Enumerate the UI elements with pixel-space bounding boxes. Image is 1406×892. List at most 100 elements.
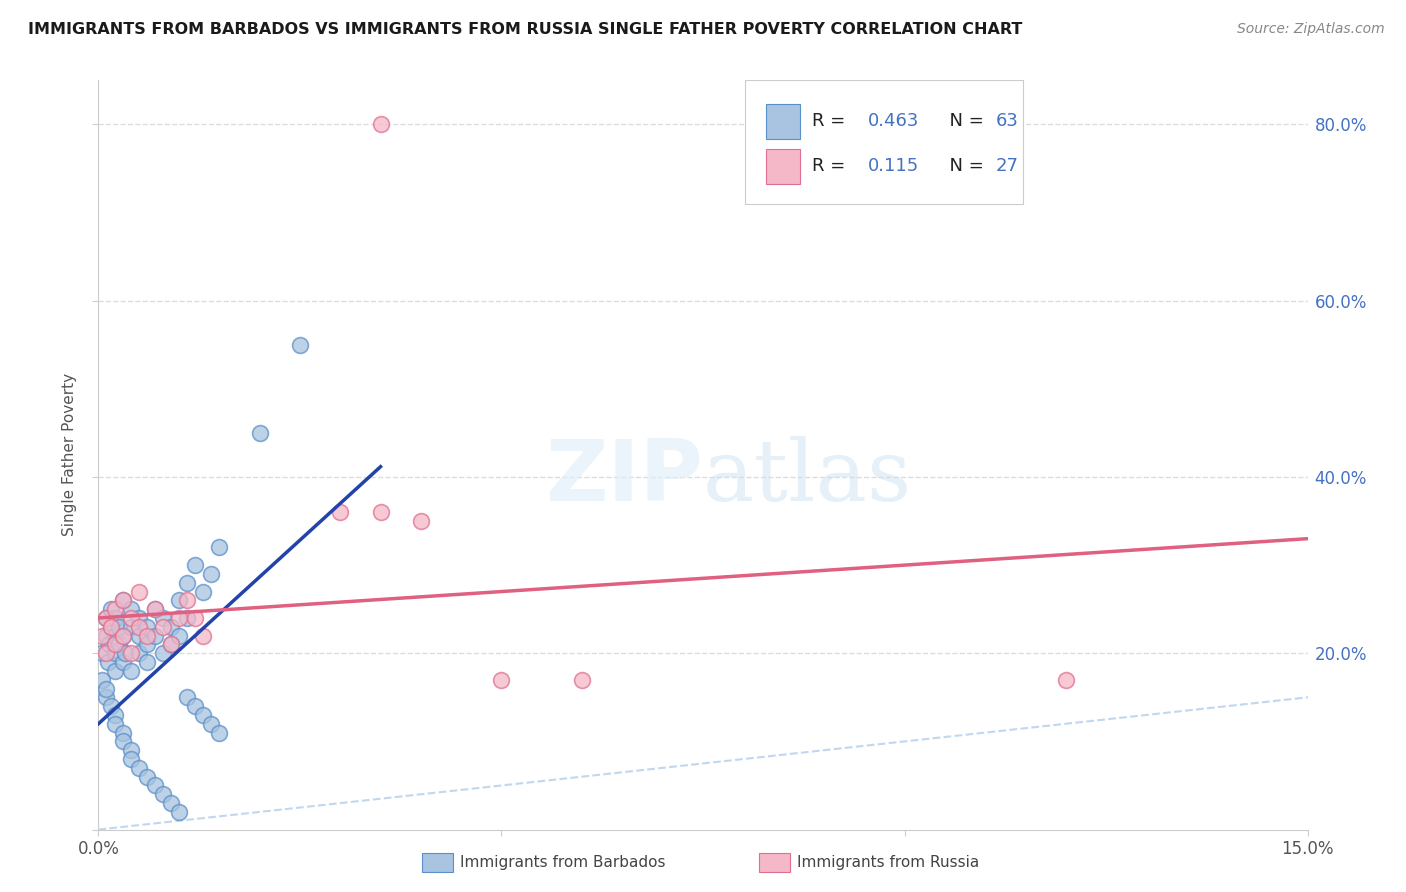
FancyBboxPatch shape (766, 103, 800, 139)
Point (184, 611, 207, 625)
Point (103, 708, 125, 723)
Point (96, 690, 118, 705)
Point (176, 611, 198, 625)
Point (100, 620, 122, 634)
Point (167, 593, 190, 607)
Point (135, 655, 157, 669)
Point (128, 584, 150, 599)
Point (143, 602, 166, 616)
Point (105, 611, 128, 625)
Point (160, 796, 183, 810)
Point (97, 655, 120, 669)
Point (103, 664, 125, 678)
Point (143, 779, 166, 793)
Point (128, 611, 150, 625)
Point (135, 770, 157, 784)
Point (111, 593, 134, 607)
Point (107, 620, 129, 634)
FancyBboxPatch shape (766, 149, 800, 184)
Point (571, 673, 593, 687)
Point (491, 673, 513, 687)
Point (176, 593, 198, 607)
Point (120, 752, 142, 766)
Point (160, 637, 183, 651)
Point (111, 593, 134, 607)
Point (91, 673, 114, 687)
Point (152, 611, 174, 625)
Text: N =: N = (938, 158, 988, 176)
Point (97, 637, 120, 651)
Point (193, 708, 215, 723)
Point (91, 646, 114, 660)
Point (152, 787, 174, 801)
Point (120, 611, 142, 625)
Point (167, 611, 190, 625)
Point (96, 611, 118, 625)
Point (184, 558, 207, 573)
Point (128, 761, 150, 775)
Point (120, 620, 142, 634)
Point (128, 620, 150, 634)
Point (91, 629, 114, 643)
Point (96, 646, 118, 660)
Point (96, 681, 118, 696)
Point (103, 602, 125, 616)
Text: ZIP: ZIP (546, 436, 703, 519)
Point (288, 337, 311, 351)
Text: 27: 27 (995, 158, 1018, 176)
Text: R =: R = (811, 158, 856, 176)
Point (152, 646, 174, 660)
Point (329, 505, 352, 519)
Point (100, 699, 122, 714)
Point (120, 602, 142, 616)
Point (184, 699, 207, 714)
Point (167, 805, 190, 819)
Point (111, 655, 134, 669)
Point (114, 646, 136, 660)
Point (176, 690, 198, 705)
Text: Immigrants from Russia: Immigrants from Russia (797, 855, 980, 870)
Text: atlas: atlas (703, 436, 912, 519)
Point (103, 646, 125, 660)
Point (176, 575, 198, 590)
Point (143, 602, 166, 616)
Text: R =: R = (811, 112, 851, 130)
Point (167, 629, 190, 643)
Point (107, 637, 129, 651)
Point (103, 716, 125, 731)
Point (200, 566, 222, 581)
Point (120, 664, 142, 678)
Point (370, 505, 392, 519)
Point (143, 629, 166, 643)
Point (160, 637, 183, 651)
Point (120, 646, 142, 660)
Point (111, 725, 134, 739)
Point (135, 620, 157, 634)
Text: 0.463: 0.463 (868, 112, 918, 130)
Point (249, 425, 271, 440)
Y-axis label: Single Father Poverty: Single Father Poverty (62, 374, 77, 536)
Text: Source: ZipAtlas.com: Source: ZipAtlas.com (1237, 22, 1385, 37)
Point (208, 541, 231, 555)
Point (100, 602, 122, 616)
Point (160, 620, 183, 634)
Text: 63: 63 (995, 112, 1018, 130)
Point (100, 620, 122, 634)
Point (370, 117, 392, 131)
Point (111, 734, 134, 748)
Point (208, 725, 231, 739)
Point (96, 611, 118, 625)
Point (135, 637, 157, 651)
Point (409, 514, 432, 528)
Point (135, 629, 157, 643)
Text: N =: N = (938, 112, 988, 130)
Point (111, 629, 134, 643)
Point (128, 629, 150, 643)
Point (200, 716, 222, 731)
Point (193, 584, 215, 599)
Point (120, 743, 142, 757)
Point (103, 629, 125, 643)
Point (96, 629, 118, 643)
FancyBboxPatch shape (745, 80, 1024, 204)
Point (152, 620, 174, 634)
